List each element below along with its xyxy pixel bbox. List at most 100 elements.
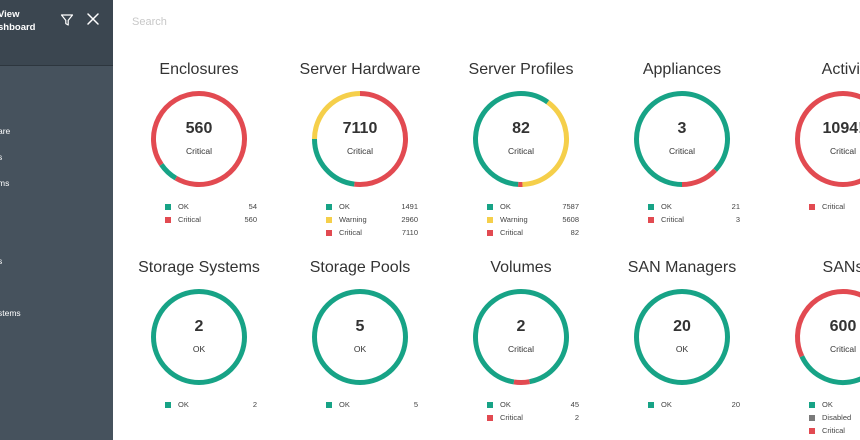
tile-title[interactable]: Storage Pools (309, 259, 411, 276)
legend-row-ok[interactable]: OK 20 (648, 400, 740, 413)
legend-row-ok[interactable]: OK 1491 (326, 202, 418, 215)
legend-label: OK (661, 202, 672, 211)
tile-title[interactable]: Enclosures (159, 61, 239, 78)
donut-chart[interactable] (308, 87, 412, 191)
legend-value: 5 (413, 400, 418, 409)
donut-chart[interactable] (630, 285, 734, 389)
sidebar: View shboard are s ms s stems (0, 0, 113, 440)
donut-chart[interactable] (791, 285, 860, 389)
sidebar-item-systems[interactable]: ms (0, 178, 10, 188)
legend-row-ok[interactable]: OK 2 (165, 400, 257, 413)
donut-chart[interactable] (147, 285, 251, 389)
legend-row-critical[interactable]: Critical 560 (165, 215, 257, 228)
donut-chart[interactable] (469, 87, 573, 191)
tile-enclosures[interactable]: Enclosures 560 Critical OK 54 Critical 560 (124, 61, 274, 251)
donut-status: Critical (347, 146, 373, 156)
tile-appliances[interactable]: Appliances 3 Critical OK 21 Critical 3 (607, 61, 757, 251)
tile-sans[interactable]: SANs 600 Critical OK Disabled Critical (768, 259, 860, 440)
search-input[interactable] (132, 13, 432, 31)
donut-chart[interactable] (630, 87, 734, 191)
legend-label: OK (822, 400, 833, 409)
legend-row-warning[interactable]: Warning 2960 (326, 215, 418, 228)
sidebar-item-hardware[interactable]: are (0, 126, 11, 136)
legend-row-disabled[interactable]: Disabled (809, 413, 860, 426)
donut-chart[interactable] (791, 87, 860, 191)
legend-swatch (648, 217, 654, 223)
legend-value: 5608 (562, 215, 579, 224)
tile-storage-systems[interactable]: Storage Systems 2 OK OK 2 (124, 259, 274, 440)
donut-segment-warning (312, 91, 361, 140)
dashboard-main: Enclosures560CriticalOK54Critical560Serv… (113, 0, 860, 440)
tile-title[interactable]: Server Hardware (299, 61, 421, 78)
legend-row-critical[interactable]: Critical (809, 426, 860, 439)
legend-swatch (487, 230, 493, 236)
legend-value: 54 (248, 202, 257, 211)
legend-swatch (809, 402, 815, 408)
sidebar-item-storage-systems[interactable]: stems (0, 308, 21, 318)
donut-count: 7110 (342, 120, 378, 137)
legend-swatch (487, 415, 493, 421)
legend: OK 54 Critical 560 (165, 202, 257, 228)
legend-swatch (326, 230, 332, 236)
donut-segment-critical (842, 289, 860, 298)
legend-swatch (487, 217, 493, 223)
sidebar-title: View shboard (0, 8, 35, 34)
legend-row-ok[interactable]: OK 7587 (487, 202, 579, 215)
legend-label: OK (339, 202, 350, 211)
legend-swatch (487, 204, 493, 210)
tile-server-profiles[interactable]: Server Profiles 82 Critical OK 7587 Warning 56… (446, 61, 596, 251)
legend-label: Warning (339, 215, 367, 224)
donut-chart[interactable] (469, 285, 573, 389)
legend-swatch (165, 204, 171, 210)
sidebar-title-line2: shboard (0, 22, 36, 33)
tile-title[interactable]: Appliances (642, 61, 722, 78)
legend-row-ok[interactable]: OK 21 (648, 202, 740, 215)
sidebar-item-profiles[interactable]: s (0, 152, 3, 162)
tile-title[interactable]: Storage Systems (138, 259, 260, 276)
legend-value: 45 (570, 400, 579, 409)
legend-row-critical[interactable]: Critical 3 (648, 215, 740, 228)
tile-title[interactable]: Volumes (490, 259, 552, 276)
legend-value: 2 (574, 413, 579, 422)
legend-row-ok[interactable]: OK 54 (165, 202, 257, 215)
tile-server-hardware[interactable]: Server Hardware 7110 Critical OK 1491 Warning… (285, 61, 435, 251)
donut-count: 560 (185, 120, 213, 137)
donut-count: 1094! (822, 120, 860, 137)
legend-swatch (487, 402, 493, 408)
legend-value: 7587 (562, 202, 579, 211)
donut-count: 3 (677, 120, 687, 137)
donut-segment-critical (353, 91, 409, 187)
tile-volumes[interactable]: Volumes 2 Critical OK 45 Critical 2 (446, 259, 596, 440)
legend-row-warning[interactable]: Warning 5608 (487, 215, 579, 228)
tile-activit[interactable]: Activit 1094! Critical Critical (768, 61, 860, 251)
tile-title[interactable]: SAN Managers (627, 259, 737, 276)
legend: OK 45 Critical 2 (487, 400, 579, 426)
donut-count: 82 (512, 120, 530, 137)
close-icon[interactable] (86, 12, 100, 26)
tile-title[interactable]: Server Profiles (468, 61, 574, 78)
tile-san-managers[interactable]: SAN Managers 20 OK OK 20 (607, 259, 757, 440)
donut-chart[interactable] (308, 285, 412, 389)
legend-row-ok[interactable]: OK 5 (326, 400, 418, 413)
donut-status: Critical (830, 146, 856, 156)
legend-row-critical[interactable]: Critical (809, 202, 860, 215)
donut-segment-ok (473, 289, 522, 385)
legend-swatch (165, 217, 171, 223)
legend-label: OK (339, 400, 350, 409)
donut-segment-critical (151, 91, 200, 166)
sidebar-item-storage[interactable]: s (0, 256, 3, 266)
donut-status: OK (675, 344, 689, 354)
legend-row-ok[interactable]: OK 45 (487, 400, 579, 413)
tile-storage-pools[interactable]: Storage Pools 5 OK OK 5 (285, 259, 435, 440)
tile-title[interactable]: SANs (822, 259, 860, 276)
donut-count: 2 (516, 318, 526, 335)
tile-title[interactable]: Activit (821, 61, 860, 78)
legend-row-critical[interactable]: Critical 7110 (326, 228, 418, 241)
donut-chart[interactable] (147, 87, 251, 191)
legend-row-critical[interactable]: Critical 2 (487, 413, 579, 426)
legend-row-ok[interactable]: OK (809, 400, 860, 413)
filter-icon[interactable] (60, 13, 74, 27)
legend-row-critical[interactable]: Critical 82 (487, 228, 579, 241)
legend-swatch (326, 204, 332, 210)
legend-label: OK (178, 400, 189, 409)
